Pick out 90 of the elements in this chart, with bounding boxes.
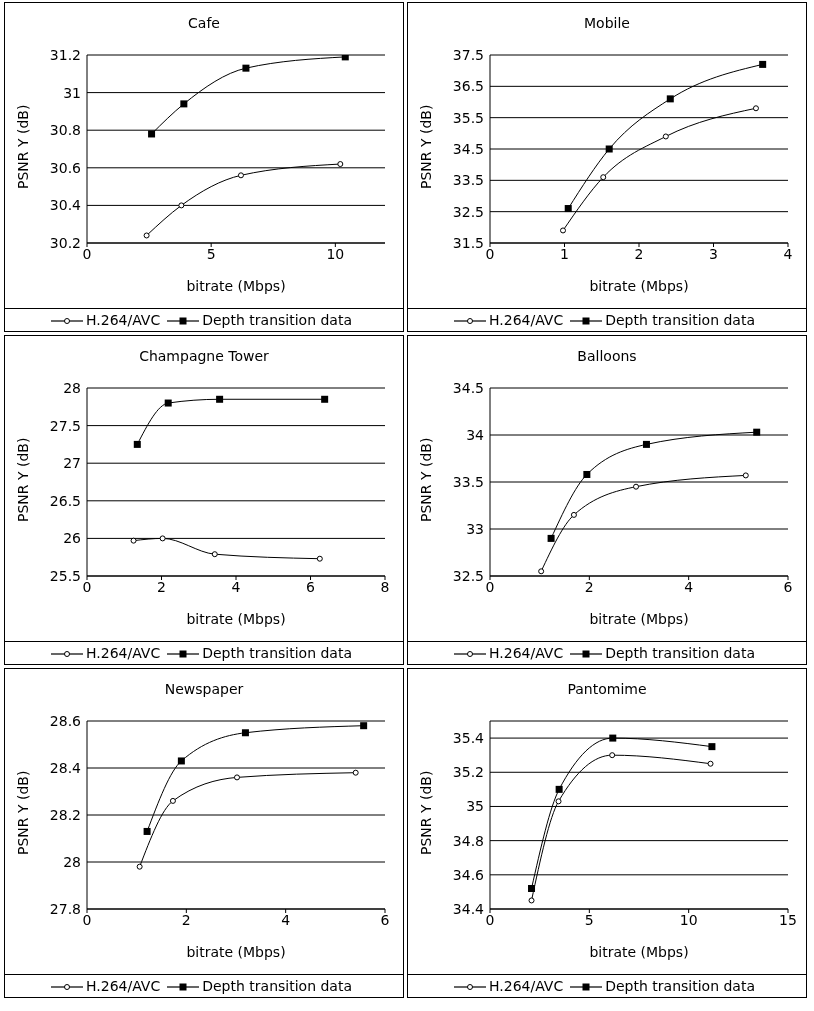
y-tick-label: 32.5 bbox=[452, 567, 484, 584]
y-tick-label: 28 bbox=[63, 379, 81, 396]
y-tick-label: 34.5 bbox=[452, 140, 484, 157]
legend-label: H.264/AVC bbox=[86, 645, 161, 661]
y-tick-label: 27.8 bbox=[49, 900, 81, 917]
x-tick-label: 0 bbox=[485, 578, 495, 595]
y-tick-label: 31.5 bbox=[452, 234, 484, 251]
legend-label: H.264/AVC bbox=[489, 312, 564, 328]
legend-label: Depth transition data bbox=[202, 645, 352, 661]
y-axis-title: PSNR Y (dB) bbox=[14, 770, 31, 855]
x-tick-label: 10 bbox=[679, 911, 698, 928]
x-axis-title: bitrate (Mbps) bbox=[589, 943, 689, 960]
x-axis-title: bitrate (Mbps) bbox=[186, 943, 286, 960]
y-tick-label: 26 bbox=[63, 529, 82, 546]
x-tick-label: 4 bbox=[281, 911, 291, 928]
y-axis-title: PSNR Y (dB) bbox=[417, 770, 434, 855]
y-axis-title: PSNR Y (dB) bbox=[14, 437, 31, 522]
y-tick-label: 34.8 bbox=[452, 832, 484, 849]
y-axis-title: PSNR Y (dB) bbox=[417, 437, 434, 522]
y-axis-title: PSNR Y (dB) bbox=[14, 104, 31, 189]
x-tick-label: 3 bbox=[709, 245, 718, 262]
x-tick-label: 0 bbox=[82, 578, 92, 595]
x-axis-title: bitrate (Mbps) bbox=[186, 610, 286, 627]
y-tick-label: 34 bbox=[466, 426, 485, 443]
y-tick-label: 31.2 bbox=[49, 46, 81, 63]
legend-label: Depth transition data bbox=[605, 645, 755, 661]
legend-label: Depth transition data bbox=[605, 978, 755, 994]
y-tick-label: 34.4 bbox=[452, 900, 485, 917]
x-tick-label: 0 bbox=[485, 911, 495, 928]
y-tick-label: 36.5 bbox=[452, 77, 484, 94]
x-axis-title: bitrate (Mbps) bbox=[589, 610, 689, 627]
x-tick-label: 2 bbox=[181, 911, 191, 928]
y-tick-label: 30.6 bbox=[49, 159, 82, 176]
chart-title: Balloons bbox=[576, 347, 638, 364]
y-tick-label: 30.4 bbox=[49, 196, 82, 213]
x-tick-label: 2 bbox=[584, 578, 594, 595]
legend-label: H.264/AVC bbox=[489, 978, 564, 994]
chart-title: Pantomime bbox=[566, 680, 648, 697]
x-tick-label: 4 bbox=[684, 578, 694, 595]
y-tick-label: 35.4 bbox=[452, 729, 485, 746]
x-tick-label: 5 bbox=[584, 911, 594, 928]
legend-label: H.264/AVC bbox=[86, 978, 161, 994]
y-tick-label: 33.5 bbox=[452, 473, 484, 490]
y-tick-label: 33 bbox=[466, 520, 484, 537]
y-axis-title: PSNR Y (dB) bbox=[417, 104, 434, 189]
legend-label: Depth transition data bbox=[202, 312, 352, 328]
y-tick-label: 35.5 bbox=[452, 109, 484, 126]
legend-label: H.264/AVC bbox=[86, 312, 161, 328]
x-tick-label: 0 bbox=[82, 245, 92, 262]
chart-title: Newspaper bbox=[163, 680, 245, 697]
y-tick-label: 34.5 bbox=[452, 379, 484, 396]
x-tick-label: 6 bbox=[783, 578, 793, 595]
x-axis-title: bitrate (Mbps) bbox=[186, 277, 286, 294]
y-tick-label: 27 bbox=[63, 454, 81, 471]
y-tick-label: 30.2 bbox=[49, 234, 81, 251]
legend-label: Depth transition data bbox=[605, 312, 755, 328]
legend-label: H.264/AVC bbox=[489, 645, 564, 661]
y-tick-label: 32.5 bbox=[452, 203, 484, 220]
y-tick-label: 27.5 bbox=[49, 417, 81, 434]
y-tick-label: 34.6 bbox=[452, 866, 485, 883]
legend-label: Depth transition data bbox=[202, 978, 352, 994]
x-tick-label: 0 bbox=[485, 245, 495, 262]
chart-title: Champagne Tower bbox=[138, 347, 270, 364]
y-tick-label: 28.4 bbox=[49, 759, 82, 776]
x-tick-label: 0 bbox=[82, 911, 92, 928]
y-tick-label: 37.5 bbox=[452, 46, 484, 63]
y-tick-label: 28 bbox=[63, 853, 81, 870]
y-tick-label: 28.2 bbox=[49, 806, 81, 823]
x-tick-label: 2 bbox=[634, 245, 644, 262]
x-tick-label: 4 bbox=[783, 245, 793, 262]
x-tick-label: 6 bbox=[380, 911, 390, 928]
y-tick-label: 31 bbox=[63, 84, 81, 101]
x-tick-label: 5 bbox=[206, 245, 216, 262]
chart-title: Mobile bbox=[583, 14, 631, 31]
x-tick-label: 6 bbox=[306, 578, 316, 595]
y-tick-label: 28.6 bbox=[49, 712, 82, 729]
y-tick-label: 33.5 bbox=[452, 171, 484, 188]
x-tick-label: 15 bbox=[779, 911, 797, 928]
x-tick-label: 1 bbox=[560, 245, 569, 262]
y-tick-label: 25.5 bbox=[49, 567, 81, 584]
y-tick-label: 35.2 bbox=[452, 763, 484, 780]
x-tick-label: 2 bbox=[157, 578, 166, 595]
chart-title: Cafe bbox=[187, 14, 221, 31]
y-tick-label: 30.8 bbox=[49, 121, 81, 138]
y-tick-label: 35 bbox=[466, 797, 484, 814]
x-tick-label: 4 bbox=[231, 578, 241, 595]
x-tick-label: 8 bbox=[380, 578, 390, 595]
x-axis-title: bitrate (Mbps) bbox=[589, 277, 689, 294]
x-tick-label: 10 bbox=[326, 245, 345, 262]
y-tick-label: 26.5 bbox=[49, 492, 81, 509]
